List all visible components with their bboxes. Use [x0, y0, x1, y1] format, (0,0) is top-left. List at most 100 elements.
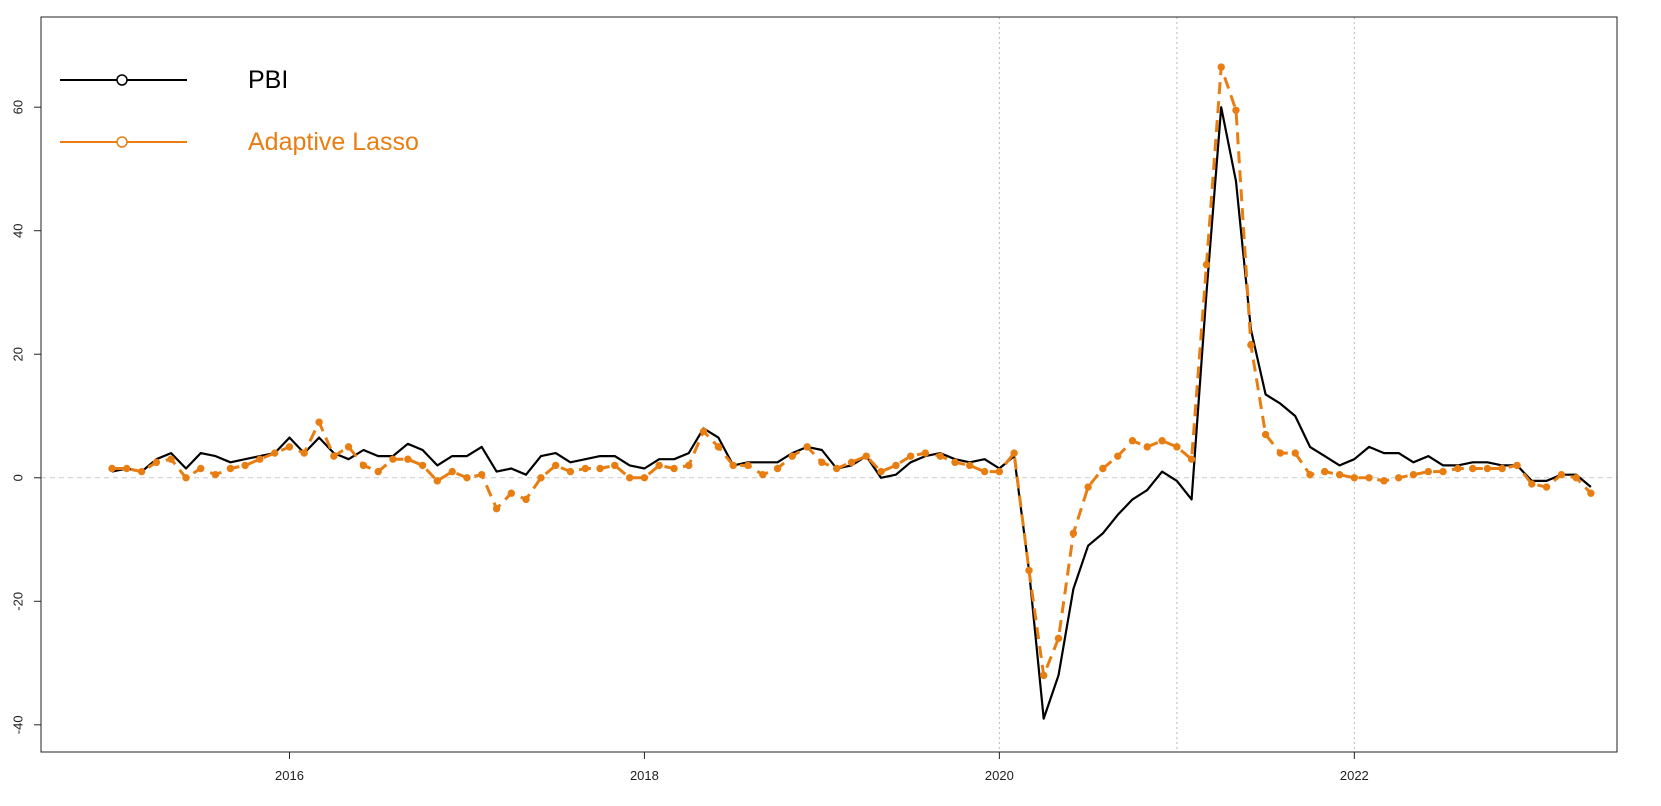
series-point [1114, 452, 1122, 460]
series-point [640, 474, 649, 482]
series-point [537, 474, 545, 482]
series-point [389, 455, 397, 463]
series-point [315, 418, 323, 426]
series-point [1483, 464, 1492, 473]
series-point [788, 452, 796, 460]
series-point [344, 443, 353, 451]
series-point [418, 461, 427, 470]
series-point [226, 464, 235, 473]
series-point [433, 477, 442, 485]
x-tick-label: 2022 [1340, 768, 1369, 783]
series-point [921, 449, 930, 457]
series-point [1409, 470, 1418, 479]
series-point [581, 464, 590, 473]
series-point [404, 455, 412, 463]
legend: PBI Adaptive Lasso [60, 66, 419, 156]
x-tick-label: 2016 [275, 768, 304, 783]
series-point [285, 443, 294, 451]
series-line [111, 106, 1592, 720]
series-point [507, 489, 516, 497]
series-point [685, 461, 693, 470]
y-tick-label: -40 [10, 715, 25, 734]
series-point [167, 455, 175, 463]
series-point [1099, 464, 1107, 473]
plot-frame [40, 16, 1618, 753]
series-point [271, 449, 279, 457]
series-point [818, 458, 826, 467]
series-point [803, 443, 811, 451]
series-point [256, 455, 264, 463]
y-tick-label: 60 [10, 100, 25, 114]
series-point [655, 461, 663, 470]
series-point [1395, 474, 1403, 482]
series-point [936, 452, 944, 460]
series-point [123, 464, 131, 473]
series-point [832, 464, 841, 473]
series-point [108, 464, 116, 473]
series-point [980, 467, 989, 476]
series-point [611, 461, 619, 470]
series-point [1469, 464, 1477, 473]
series-point [1365, 474, 1373, 482]
series-point [1513, 461, 1521, 470]
series-point [1261, 430, 1270, 439]
series-point [1010, 449, 1018, 457]
series-point [1454, 464, 1462, 473]
series-point [596, 464, 604, 473]
y-tick-label: 40 [10, 223, 25, 237]
legend-marker [116, 74, 128, 86]
series-point [729, 461, 737, 470]
series-point [1439, 467, 1447, 476]
series-point [1291, 449, 1299, 457]
series-point [241, 461, 249, 470]
series-point [1276, 449, 1285, 457]
series-point [477, 470, 486, 479]
series-point [906, 452, 915, 460]
series-point [1143, 443, 1151, 451]
series-point [463, 474, 471, 482]
series-point [744, 461, 752, 470]
legend-label: PBI [248, 66, 288, 94]
series-point [359, 461, 368, 470]
series-point [374, 467, 382, 476]
series-point [137, 467, 146, 476]
series-point [1158, 437, 1166, 445]
series-point [714, 443, 723, 451]
series-point [1202, 260, 1211, 269]
series-point [152, 458, 161, 467]
series-point [1424, 467, 1433, 476]
series-point [522, 495, 530, 504]
series-point [1247, 341, 1255, 349]
series-point [773, 464, 782, 473]
y-tick-label: 20 [10, 347, 25, 361]
series-point [862, 452, 870, 460]
series-point [551, 461, 560, 470]
legend-marker [116, 136, 128, 148]
series-point [625, 474, 634, 482]
series-point [1232, 106, 1240, 114]
series-point [182, 474, 190, 482]
series-point [197, 464, 205, 473]
series-point [966, 461, 974, 470]
series-point [300, 449, 308, 457]
y-tick-label: 0 [10, 474, 25, 481]
series-point [1217, 63, 1225, 71]
series-point [1173, 443, 1181, 451]
series-point [211, 470, 220, 479]
series-point [892, 461, 900, 470]
series-point [566, 467, 575, 476]
series-point [1054, 634, 1063, 643]
series-point [1187, 455, 1196, 463]
series-point [759, 470, 767, 479]
series-point [670, 464, 678, 473]
series-point [1084, 483, 1092, 491]
series-point [951, 458, 959, 467]
x-tick-label: 2020 [985, 768, 1014, 783]
series-point [1025, 566, 1033, 575]
series-point [1498, 464, 1506, 473]
series-point [1335, 470, 1344, 479]
series-point [1040, 671, 1048, 680]
series-point [995, 467, 1004, 476]
